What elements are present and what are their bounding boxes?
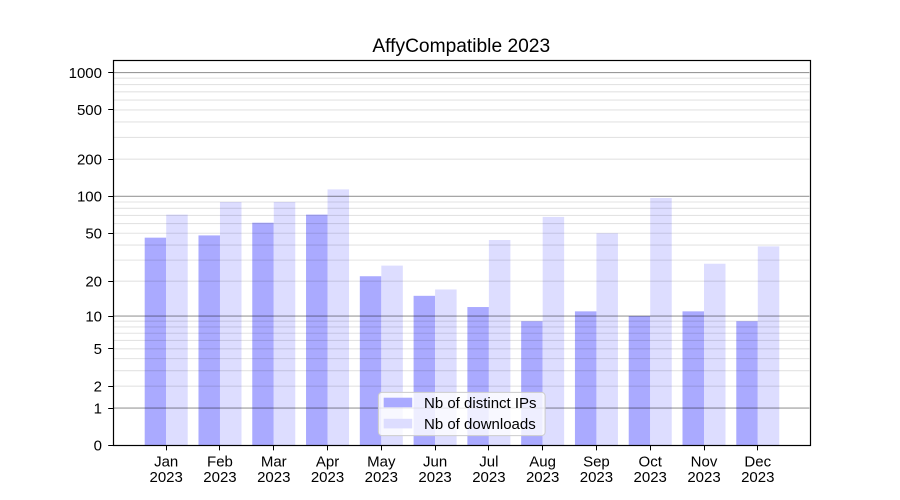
- svg-text:2023: 2023: [580, 469, 613, 486]
- svg-text:10: 10: [85, 308, 102, 325]
- svg-text:2023: 2023: [741, 469, 774, 486]
- svg-text:Jul: Jul: [479, 453, 498, 470]
- svg-text:50: 50: [85, 226, 102, 243]
- svg-text:20: 20: [85, 273, 102, 290]
- svg-text:5: 5: [94, 341, 102, 358]
- svg-text:2023: 2023: [634, 469, 667, 486]
- svg-text:2023: 2023: [311, 469, 344, 486]
- svg-text:AffyCompatible 2023: AffyCompatible 2023: [372, 36, 550, 57]
- svg-text:May: May: [367, 453, 396, 470]
- svg-text:1000: 1000: [69, 65, 102, 82]
- svg-text:0: 0: [94, 437, 102, 454]
- svg-text:100: 100: [77, 189, 102, 206]
- svg-text:Nb of distinct IPs: Nb of distinct IPs: [424, 395, 537, 412]
- svg-text:Sep: Sep: [583, 453, 610, 470]
- svg-text:Nb of downloads: Nb of downloads: [424, 416, 536, 433]
- svg-text:2023: 2023: [472, 469, 505, 486]
- svg-text:Jan: Jan: [154, 453, 178, 470]
- svg-text:Mar: Mar: [261, 453, 287, 470]
- svg-text:2023: 2023: [418, 469, 451, 486]
- svg-text:Nov: Nov: [691, 453, 718, 470]
- svg-text:Oct: Oct: [639, 453, 663, 470]
- svg-text:Aug: Aug: [529, 453, 556, 470]
- svg-text:Feb: Feb: [207, 453, 233, 470]
- svg-text:2023: 2023: [687, 469, 720, 486]
- svg-text:Apr: Apr: [316, 453, 339, 470]
- svg-text:500: 500: [77, 102, 102, 119]
- svg-text:2023: 2023: [150, 469, 183, 486]
- svg-text:2: 2: [94, 378, 102, 395]
- svg-text:2023: 2023: [203, 469, 236, 486]
- svg-text:2023: 2023: [257, 469, 290, 486]
- svg-text:Dec: Dec: [744, 453, 771, 470]
- svg-text:Jun: Jun: [423, 453, 447, 470]
- svg-text:2023: 2023: [526, 469, 559, 486]
- svg-text:1: 1: [94, 400, 102, 417]
- svg-text:200: 200: [77, 152, 102, 169]
- svg-text:2023: 2023: [365, 469, 398, 486]
